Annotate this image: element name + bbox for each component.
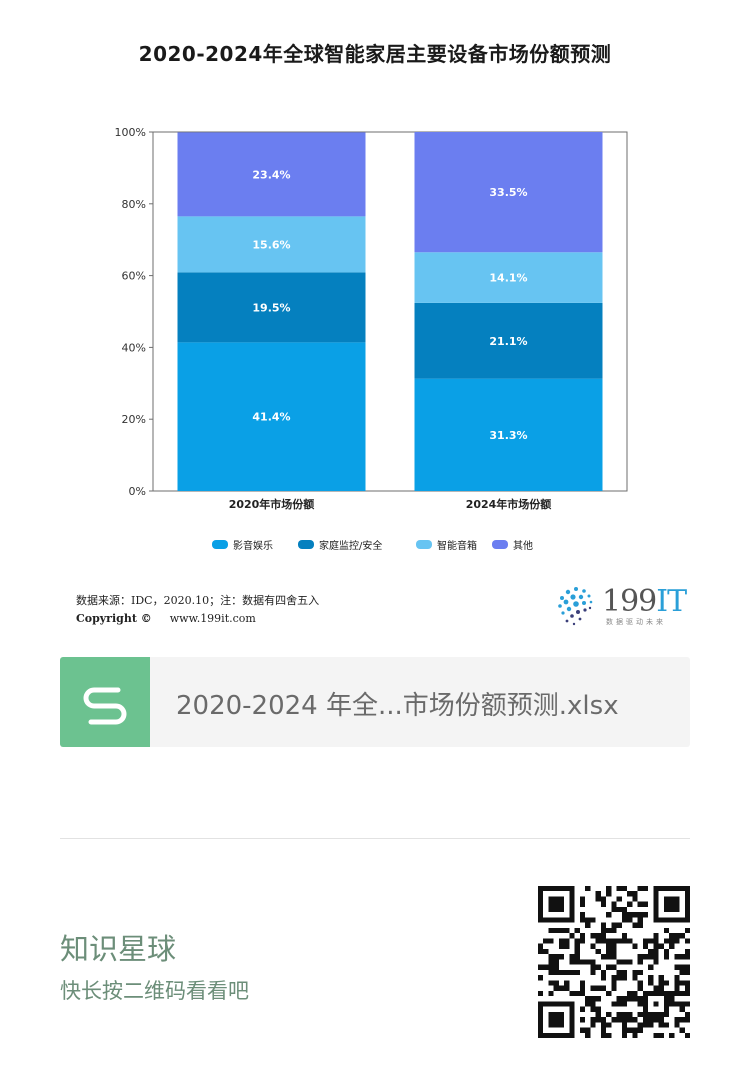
y-tick-label: 40% <box>122 341 146 354</box>
bar-segment <box>414 302 603 379</box>
legend-label: 其他 <box>513 539 533 552</box>
y-tick-label: 100% <box>115 126 146 139</box>
legend-swatch <box>492 540 508 549</box>
legend-swatch <box>212 540 228 549</box>
bar-segment <box>414 132 603 253</box>
spreadsheet-file-icon <box>60 657 150 747</box>
bar-segment <box>177 342 366 491</box>
data-label: 41.4% <box>252 411 290 424</box>
x-category-label: 2020年市场份额 <box>229 497 315 511</box>
footer-subtitle: 快长按二维码看看吧 <box>60 979 249 1003</box>
x-category-label: 2024年市场份额 <box>466 497 552 511</box>
copyright-label: Copyright © <box>76 612 152 625</box>
bar-segment <box>177 272 366 343</box>
divider <box>60 838 690 839</box>
logo-text: 199IT <box>602 584 687 619</box>
chart-title: 2020-2024年全球智能家居主要设备市场份额预测 <box>138 42 612 66</box>
website-link[interactable]: www.199it.com <box>169 612 256 625</box>
bar-segment <box>414 252 603 303</box>
data-label: 31.3% <box>489 429 527 442</box>
199it-logo: 199IT 数据驱动未来 <box>554 584 687 630</box>
legend-swatch <box>416 540 432 549</box>
copyright: Copyright © www.199it.com <box>76 612 256 625</box>
legend-label: 家庭监控/安全 <box>319 539 382 552</box>
data-label: 15.6% <box>252 238 290 251</box>
y-tick-label: 60% <box>122 270 146 283</box>
data-label: 14.1% <box>489 272 527 285</box>
y-tick-label: 80% <box>122 198 146 211</box>
legend-swatch <box>298 540 314 549</box>
y-tick-label: 20% <box>122 413 146 426</box>
bar-segment <box>177 132 366 217</box>
attachment-card[interactable]: 2020-2024 年全...市场份额预测.xlsx <box>60 657 690 747</box>
legend-label: 影音娱乐 <box>233 539 273 552</box>
qr-code-icon[interactable] <box>538 886 690 1038</box>
logo-tagline: 数据驱动未来 <box>606 618 666 626</box>
stacked-bar-chart: 0% 20% 40% 60% 80% 100% 41.4% 19.5% 15.6% 23.4% 20… <box>115 126 628 552</box>
data-label: 21.1% <box>489 335 527 348</box>
y-tick-label: 0% <box>129 485 146 498</box>
bar-segment <box>177 216 366 273</box>
bar-segment <box>414 378 603 491</box>
legend-label: 智能音箱 <box>437 539 477 552</box>
data-label: 33.5% <box>489 186 527 199</box>
logo-mark-icon <box>558 587 593 626</box>
data-source: 数据来源：IDC，2020.10；注：数据有四舍五入 <box>76 594 320 607</box>
data-label: 19.5% <box>252 301 290 314</box>
file-name: 2020-2024 年全...市场份额预测.xlsx <box>176 691 619 721</box>
footer-title: 知识星球 <box>60 932 177 966</box>
plot-frame <box>152 131 628 492</box>
data-label: 23.4% <box>252 168 290 181</box>
